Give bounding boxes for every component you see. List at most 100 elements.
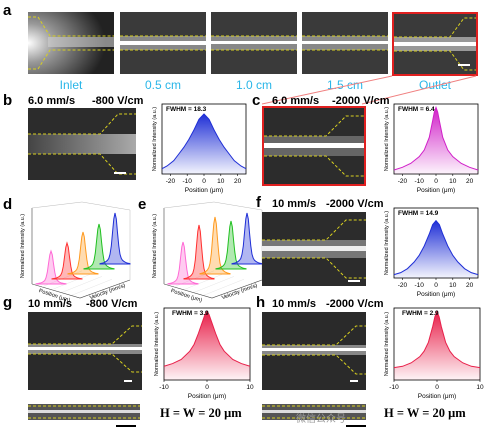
fwhm-label-f: FWHM = 14.9: [398, 210, 439, 217]
grid-line: [203, 279, 245, 296]
micrograph-f: [262, 212, 366, 286]
x-tick-label: 10: [476, 384, 484, 391]
chart-h: -10 0 10 Position (μm) Normalized Intensity …: [372, 304, 484, 402]
chart-d-3d: Normalized Intensity (a.u.) Position (μm)…: [14, 200, 134, 304]
watermark: 微信公众号: [296, 414, 346, 425]
x-tick-label: 20: [234, 178, 242, 185]
scale-bar-g: [116, 425, 136, 427]
panel-letter-b: b: [3, 92, 13, 109]
micrograph-1-5cm: [302, 12, 388, 74]
profile-area: [394, 311, 480, 380]
micrograph-1-0cm: [211, 12, 297, 74]
y-axis-label: Normalized Intensity (a.u.): [152, 107, 158, 171]
x-axis-label: Position (μm): [417, 291, 455, 298]
y-axis-label: Normalized Intensity (a.u.): [154, 312, 160, 376]
label-inlet: Inlet: [59, 78, 83, 92]
condition-speed-b: 6.0 mm/s: [28, 95, 76, 107]
micrograph-b: [28, 108, 136, 180]
fwhm-label-c: FWHM = 6.4: [398, 106, 435, 113]
x-tick-label: 0: [435, 384, 439, 391]
x-tick-label: -10: [414, 178, 424, 185]
x-tick-label: 10: [449, 282, 457, 289]
panel-letter-a: a: [3, 2, 12, 19]
x-tick-label: -10: [159, 384, 169, 391]
dimension-label-h: H = W = 20 μm: [384, 406, 466, 420]
chart-b: -20 -10 0 10 20 Position (μm) Normalized Inten…: [140, 100, 250, 196]
condition-field-b: -800 V/cm: [92, 95, 144, 107]
panel-letter-e: e: [138, 196, 147, 213]
grid-line: [183, 273, 225, 290]
x-tick-label: -10: [414, 282, 424, 289]
profile-area: [394, 107, 478, 174]
chart-e-3d: Normalized Intensity (a.u.) Position (μm)…: [146, 200, 266, 304]
micrograph-g: [28, 312, 142, 390]
waterfall-series: [67, 231, 99, 275]
chart-g: -10 0 10 Position (μm) Normalized Intensity …: [142, 304, 254, 402]
condition-field-c: -2000 V/cm: [332, 95, 390, 107]
axis-back: [31, 201, 131, 280]
waterfall-series: [51, 241, 83, 280]
scale-bar-h: [346, 425, 366, 427]
condition-speed-c: 6.0 mm/s: [272, 95, 320, 107]
y-axis-label: Normalized Intensity (a.u.): [384, 211, 390, 275]
condition-speed-g: 10 mm/s: [28, 298, 73, 310]
x-tick-label: 10: [217, 178, 225, 185]
z-axis-label: Normalized Intensity (a.u.): [152, 214, 158, 278]
profile-area: [164, 311, 250, 380]
micrograph-h: [262, 312, 366, 390]
y-axis-label: Velocity (mm/s): [221, 283, 259, 302]
grid-line: [71, 279, 113, 296]
profile-area: [162, 114, 246, 174]
waterfall-series: [35, 249, 67, 285]
x-tick-label: -20: [166, 178, 176, 185]
waterfall-series: [183, 224, 215, 280]
micrograph-c: [262, 106, 366, 186]
y-axis-label: Normalized Intensity (a.u.): [384, 312, 390, 376]
x-tick-label: 20: [466, 178, 474, 185]
x-tick-label: 20: [466, 282, 474, 289]
x-tick-label: 0: [202, 178, 206, 185]
profile-line: [393, 219, 479, 276]
panel-letter-c: c: [252, 92, 261, 109]
condition-speed-h: 10 mm/s: [272, 298, 317, 310]
axis-floor: [163, 279, 263, 299]
x-tick-label: -10: [389, 384, 399, 391]
waterfall-series: [99, 212, 131, 265]
chart-f: -20 -10 0 10 20 Position (μm) Normalized Inten…: [372, 204, 482, 300]
x-axis-label: Position (μm): [418, 393, 456, 400]
waterfall-series: [199, 216, 231, 275]
panel-letter-d: d: [3, 196, 13, 213]
waterfall-series: [215, 220, 247, 270]
condition-speed-f: 10 mm/s: [272, 198, 317, 210]
condition-field-f: -2000 V/cm: [326, 198, 384, 210]
x-axis-label: Position (μm): [185, 187, 223, 194]
x-tick-label: 0: [434, 282, 438, 289]
waterfall-series: [83, 223, 115, 270]
panel-letter-g: g: [3, 294, 13, 311]
x-tick-label: -10: [182, 178, 192, 185]
x-tick-label: 10: [449, 178, 457, 185]
fwhm-label-h: FWHM = 2.9: [402, 310, 439, 317]
dimension-label-g: H = W = 20 μm: [160, 406, 242, 420]
micrograph-inlet: [28, 12, 114, 74]
label-1-0cm: 1.0 cm: [235, 78, 272, 92]
profile-line: [393, 105, 479, 171]
profile-line: [161, 113, 247, 170]
micrograph-0-5cm: [120, 12, 206, 74]
x-tick-label: 10: [246, 384, 254, 391]
x-tick-label: 0: [434, 178, 438, 185]
x-axis-label: Position (μm): [188, 393, 226, 400]
fwhm-label-b: FWHM = 18.3: [166, 106, 207, 113]
panel-letter-h: h: [256, 294, 266, 311]
profile-area: [394, 220, 478, 278]
x-tick-label: -20: [398, 282, 408, 289]
axis-floor: [31, 279, 131, 299]
waterfall-series: [231, 212, 263, 265]
waterfall-series: [167, 241, 199, 285]
x-tick-label: -20: [398, 178, 408, 185]
chart-c: -20 -10 0 10 20 Position (μm) Normalized Inten…: [372, 100, 482, 196]
fwhm-label-g: FWHM = 3.9: [172, 310, 209, 317]
x-tick-label: 0: [205, 384, 209, 391]
label-0-5cm: 0.5 cm: [144, 78, 181, 92]
micrograph-g-crosssection: [28, 404, 140, 420]
